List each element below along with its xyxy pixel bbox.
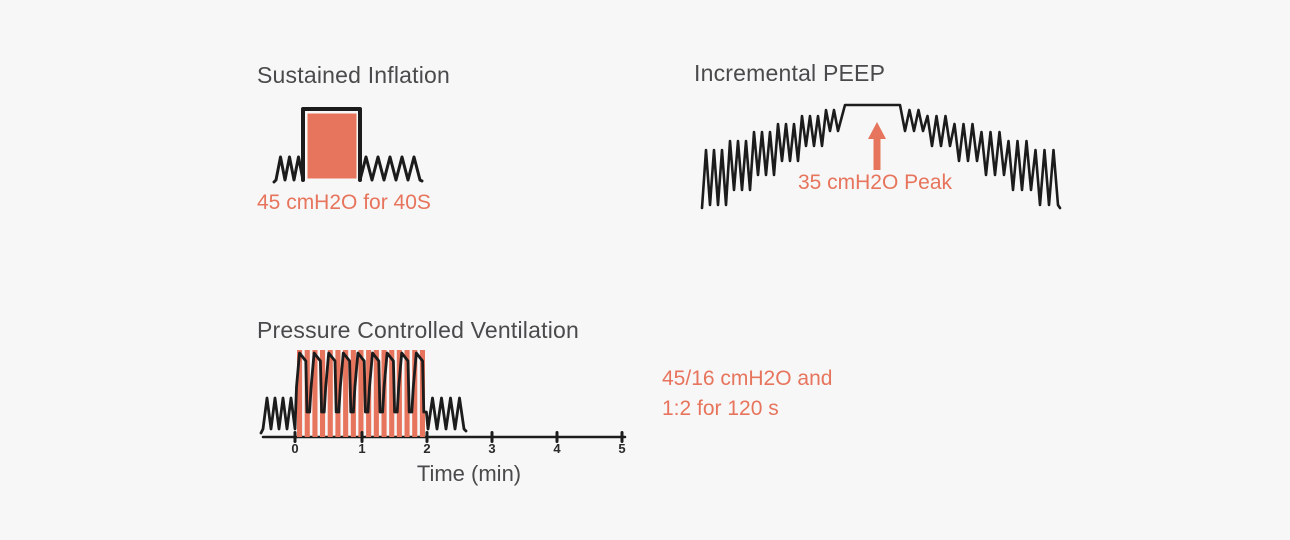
pcv-pressure-bar [297, 350, 303, 437]
pcv-pressure-bar [389, 350, 395, 437]
pcv-caption-line1: 45/16 cmH2O and [662, 367, 833, 390]
sustained-inflation-pressure-block [307, 113, 357, 179]
tick-label-2: 2 [423, 441, 431, 456]
pcv-pressure-bar [358, 350, 364, 437]
tick-label-4: 4 [553, 441, 561, 456]
pcv-trace [259, 351, 468, 435]
pcv-waveform [259, 350, 627, 443]
time-axis-ticks [293, 431, 624, 443]
pcv-caption: 45/16 cmH2O and 1:2 for 120 s [662, 364, 832, 424]
sustained-inflation-title: Sustained Inflation [257, 62, 451, 88]
peak-arrow-icon [868, 122, 886, 170]
sustained-inflation-waveform [272, 107, 424, 184]
tick-label-1: 1 [358, 441, 366, 456]
pcv-caption-line2: 1:2 for 120 s [662, 397, 779, 420]
tick-label-5: 5 [618, 441, 626, 456]
pcv-pressure-bar [373, 350, 379, 437]
tick-label-0: 0 [291, 441, 299, 456]
pcv-pressure-bar [412, 350, 418, 437]
pcv-pressure-bar [404, 350, 410, 437]
time-axis-title: Time (min) [416, 461, 522, 486]
incremental-peep-waveform [700, 103, 1062, 210]
pcv-pressure-bar [343, 350, 349, 437]
sustained-inflation-block-outline [301, 107, 362, 182]
pcv-pressure-bar [312, 350, 318, 437]
tick-label-3: 3 [488, 441, 496, 456]
incremental-peep-title: Incremental PEEP [694, 60, 886, 86]
pcv-pressure-bar [327, 350, 333, 437]
pcv-pressure-bar [335, 350, 341, 437]
pcv-pressure-bars [297, 350, 425, 437]
incremental-peep-trace [700, 103, 1062, 210]
pcv-title: Pressure Controlled Ventilation [257, 317, 579, 343]
sustained-inflation-breath-spikes [272, 155, 424, 184]
sustained-inflation-caption: 45 cmH2O for 40S [257, 191, 431, 214]
incremental-peep-annotation: 35 cmH2O Peak [797, 171, 953, 194]
